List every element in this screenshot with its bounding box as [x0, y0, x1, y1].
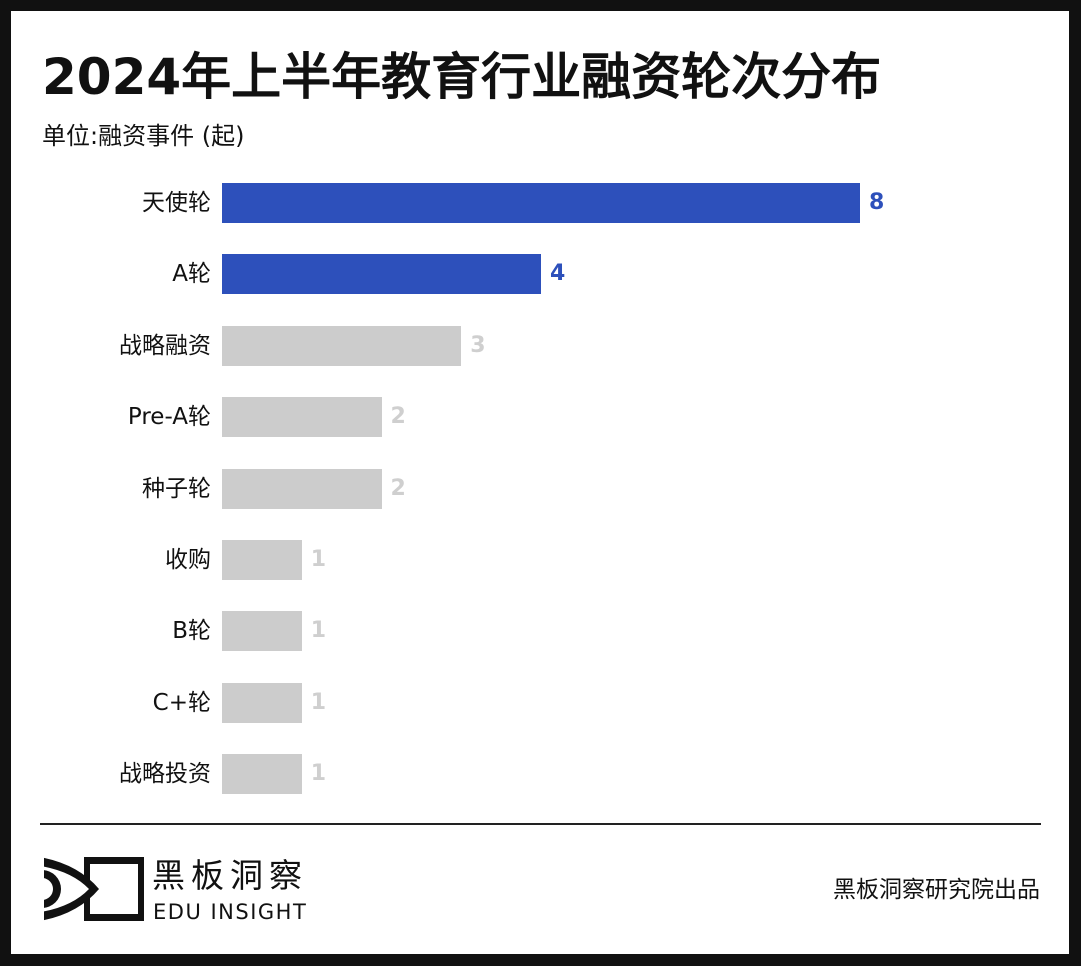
- bar-value-label: 1: [310, 761, 327, 787]
- bar-row: 天使轮 8: [11, 183, 1069, 223]
- bar: [222, 468, 382, 509]
- category-label: 战略融资: [119, 332, 211, 359]
- bar-row: 种子轮 2: [11, 468, 1069, 509]
- bar-value-label: 2: [390, 404, 406, 430]
- bar: [222, 254, 541, 295]
- bar: [222, 611, 302, 652]
- category-label: B轮: [172, 618, 211, 645]
- category-label: 收购: [165, 547, 211, 573]
- category-label: 种子轮: [142, 475, 211, 502]
- bar: [222, 325, 462, 366]
- bar: [222, 183, 860, 223]
- bar-value-label: 3: [470, 332, 486, 358]
- category-label: Pre-A轮: [127, 404, 211, 431]
- bar-row: 战略融资 3: [11, 325, 1069, 366]
- bar: [222, 682, 302, 723]
- footer-divider: [40, 823, 1041, 825]
- bar-row: A轮 4: [11, 254, 1069, 295]
- chart-card: 2024年上半年教育行业融资轮次分布 单位:融资事件 (起) 天使轮 8 A轮 4 战略…: [11, 11, 1069, 954]
- category-label: C+轮: [152, 689, 211, 716]
- bar-value-label: 2: [390, 475, 406, 501]
- eye-frame-logo-icon: [44, 857, 144, 921]
- bar: [222, 540, 302, 580]
- chart-unit-label: 单位:融资事件 (起): [42, 122, 245, 150]
- bar: [222, 397, 382, 438]
- brand-name-en: EDU INSIGHT: [153, 900, 308, 924]
- bar-chart: 天使轮 8 A轮 4 战略融资 3 Pre-A轮 2 种子轮 2 收购 1 B轮 1 C+轮 1 战略投资 1: [11, 11, 1069, 954]
- bar-value-label: 1: [310, 618, 327, 644]
- bar-row: Pre-A轮 2: [11, 397, 1069, 438]
- category-label: 天使轮: [142, 190, 211, 216]
- bar-value-label: 1: [310, 547, 327, 572]
- bar-row: B轮 1: [11, 611, 1069, 652]
- brand-name-cn: 黑板洞察: [152, 856, 308, 895]
- chart-title: 2024年上半年教育行业融资轮次分布: [42, 48, 882, 106]
- bar-row: 战略投资 1: [11, 754, 1069, 795]
- bar-value-label: 8: [869, 190, 885, 215]
- bar-value-label: 4: [550, 261, 566, 287]
- bar-row: C+轮 1: [11, 682, 1069, 723]
- category-label: 战略投资: [119, 761, 211, 788]
- credit-text: 黑板洞察研究院出品: [833, 877, 1040, 903]
- bar-row: 收购 1: [11, 540, 1069, 580]
- bar: [222, 754, 302, 795]
- category-label: A轮: [172, 261, 211, 288]
- bar-value-label: 1: [310, 689, 327, 715]
